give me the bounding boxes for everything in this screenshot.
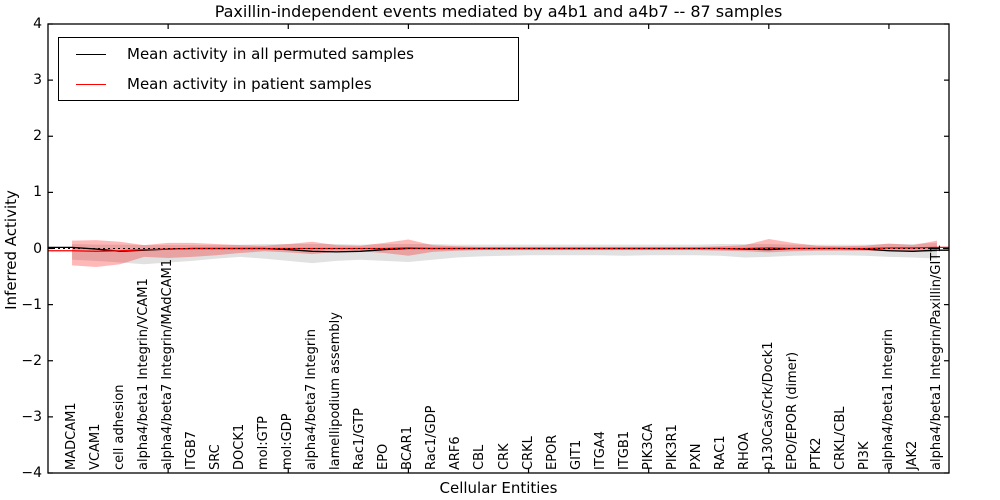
y-tick-label: 2 [33, 128, 42, 145]
x-tick-label: PI3K [856, 441, 872, 470]
y-tick-label: −2 [21, 352, 42, 369]
y-tick-label: 3 [33, 72, 42, 89]
x-tick-label: EPO [376, 443, 392, 470]
band-permuted [72, 242, 937, 265]
x-tick-label: alpha4/beta7 Integrin [304, 328, 320, 470]
mean-line-permuted [48, 246, 949, 253]
x-tick-label: PIK3R1 [664, 424, 680, 470]
x-tick-label: PTK2 [808, 437, 824, 470]
x-tick-label: CBL [472, 444, 488, 470]
x-tick-label: GIT1 [568, 439, 584, 470]
x-tick-label: p130Cas/Crk/Dock1 [760, 341, 776, 470]
legend-item-permuted: Mean activity in all permuted samples [59, 40, 518, 68]
legend-label-patient: Mean activity in patient samples [127, 75, 372, 93]
x-tick-label: RAC1 [712, 435, 728, 470]
x-tick-label: PIK3CA [640, 423, 656, 470]
x-tick-label: Rac1/GTP [352, 408, 368, 470]
x-tick-label: alpha4/beta1 Integrin/Paxillin/GIT1 [928, 244, 944, 470]
y-tick-label: 1 [33, 184, 42, 201]
x-tick-label: RHOA [736, 432, 752, 470]
permuted-line-swatch-icon [76, 53, 106, 55]
x-tick-label: mol:GDP [280, 413, 296, 470]
x-tick-label: ITGA4 [592, 430, 608, 470]
x-tick-label: lamellipodium assembly [328, 312, 344, 470]
legend: Mean activity in all permuted samples Me… [58, 37, 519, 101]
band-patient [72, 238, 937, 268]
mean-line-patient [48, 246, 949, 252]
x-tick-label: BCAR1 [400, 426, 416, 470]
x-tick-label: mol:GTP [256, 416, 272, 470]
x-tick-label: Rac1/GDP [424, 405, 440, 470]
x-tick-label: alpha4/beta7 Integrin/MAdCAM1 [160, 259, 176, 470]
x-tick-label: PXN [688, 443, 704, 470]
y-tick-label: −1 [21, 296, 42, 313]
x-tick-label: ITGB1 [616, 430, 632, 470]
x-tick-label: CRKL/CBL [832, 406, 848, 471]
y-tick-label: 0 [33, 240, 42, 257]
x-tick-label: cell adhesion [112, 384, 128, 470]
x-axis-label: Cellular Entities [439, 479, 558, 497]
patient-line-swatch-icon [76, 83, 106, 85]
x-tick-label: SRC [208, 444, 224, 470]
y-tick-label: −4 [21, 465, 42, 481]
legend-item-patient: Mean activity in patient samples [59, 70, 518, 98]
x-tick-label: MADCAM1 [64, 402, 80, 470]
x-tick-label: ITGB7 [184, 430, 200, 470]
x-tick-label: DOCK1 [232, 423, 248, 470]
x-tick-label: CRKL [520, 436, 536, 470]
x-tick-label: EPO/EPOR (dimer) [784, 351, 800, 470]
x-tick-label: JAK2 [904, 440, 920, 470]
x-tick-label: EPOR [544, 434, 560, 470]
x-tick-label: VCAM1 [88, 423, 104, 470]
y-tick-label: −3 [21, 408, 42, 425]
x-tick-label: CRK [496, 443, 512, 470]
x-tick-label: ARF6 [448, 436, 464, 470]
x-tick-label: alpha4/beta1 Integrin [880, 328, 896, 470]
x-tick-label: alpha4/beta1 Integrin/VCAM1 [136, 278, 152, 470]
y-tick-label: 4 [33, 16, 42, 32]
chart-title: Paxillin-independent events mediated by … [214, 2, 783, 21]
legend-label-permuted: Mean activity in all permuted samples [127, 45, 414, 63]
